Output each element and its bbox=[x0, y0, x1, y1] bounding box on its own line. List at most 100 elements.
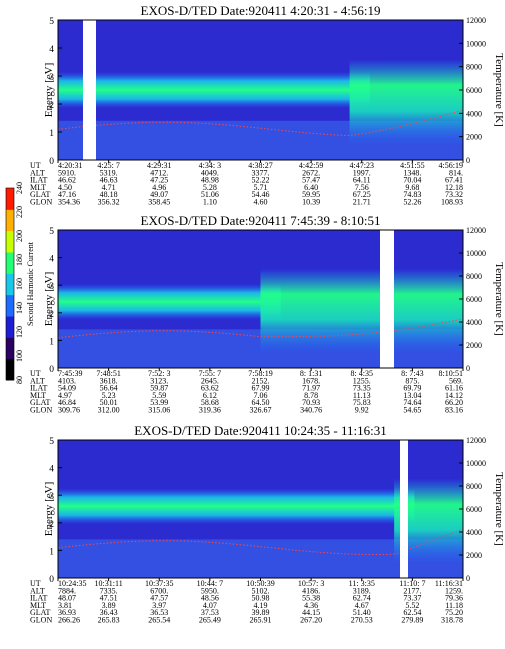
table-cell: 11:16:31 bbox=[435, 579, 463, 588]
table-cell: 36.43 bbox=[100, 608, 118, 617]
table-cell: 4.60 bbox=[254, 198, 268, 207]
main-energy-band bbox=[58, 488, 415, 525]
table-cell: 48.07 bbox=[58, 594, 76, 603]
colorbar-tick-label: 100 bbox=[15, 350, 24, 362]
table-cell: 8: 1:31 bbox=[300, 369, 322, 378]
table-cell: 267.20 bbox=[300, 616, 322, 625]
table-cell: 47.16 bbox=[58, 190, 76, 199]
y2-tick-label: 2000 bbox=[466, 133, 482, 142]
temperature-trace bbox=[57, 109, 464, 137]
table-cell: 265.91 bbox=[250, 616, 272, 625]
table-cell: 814. bbox=[449, 168, 463, 177]
y2-axis-label: Temperature [K] bbox=[493, 53, 505, 126]
table-cell: 7.56 bbox=[355, 183, 369, 192]
colorbar-frame bbox=[5, 187, 15, 381]
y-tick-label: 5 bbox=[49, 227, 54, 237]
table-cell: 4:25: 7 bbox=[97, 161, 119, 170]
y2-tick-label: 6000 bbox=[466, 295, 482, 304]
y-tick-label: 1 bbox=[49, 547, 54, 557]
table-row-label: MLT bbox=[30, 391, 46, 400]
table-cell: 9.92 bbox=[355, 406, 369, 415]
table-row-label: MLT bbox=[30, 183, 46, 192]
table-cell: 11: 3:35 bbox=[349, 579, 375, 588]
table-cell: 83.16 bbox=[445, 406, 463, 415]
table-cell: 9.68 bbox=[405, 183, 419, 192]
table-cell: 11.18 bbox=[445, 601, 463, 610]
colorbar-label: Second Harmonic Current bbox=[26, 241, 35, 326]
table-row-label: GLAT bbox=[30, 398, 51, 407]
table-cell: 4.96 bbox=[152, 183, 166, 192]
colorbar-segment bbox=[6, 230, 14, 253]
table-cell: 64.11 bbox=[353, 176, 371, 185]
table-cell: 4:47:23 bbox=[350, 161, 374, 170]
table-cell: 2645. bbox=[201, 376, 219, 385]
table-cell: 54.09 bbox=[58, 384, 76, 393]
table-cell: 8.78 bbox=[304, 391, 318, 400]
table-cell: 70.93 bbox=[302, 398, 320, 407]
table-cell: 4.71 bbox=[102, 183, 116, 192]
y-axis-label: Energy [eV] bbox=[43, 482, 55, 536]
table-row-label: ILAT bbox=[30, 176, 47, 185]
table-cell: 4.67 bbox=[355, 601, 369, 610]
table-cell: 70.04 bbox=[403, 176, 421, 185]
table-cell: 5.71 bbox=[254, 183, 268, 192]
main-energy-band bbox=[58, 283, 281, 320]
y2-tick-label: 12000 bbox=[466, 16, 486, 25]
table-cell: 54.46 bbox=[252, 190, 270, 199]
table-row-label: GLON bbox=[30, 198, 52, 207]
y-tick-label: 3 bbox=[49, 492, 54, 502]
table-cell: 3123. bbox=[150, 376, 168, 385]
table-cell: 46.84 bbox=[58, 398, 76, 407]
table-cell: 48.56 bbox=[201, 594, 219, 603]
table-cell: 265.54 bbox=[148, 616, 170, 625]
panel-2: EXOS-D/TED Date:920411 7:45:39 - 8:10:51… bbox=[30, 213, 505, 415]
table-cell: 7335. bbox=[100, 586, 118, 595]
table-cell: 8:10:51 bbox=[439, 369, 463, 378]
table-cell: 7:58:19 bbox=[248, 369, 272, 378]
table-cell: 44.15 bbox=[302, 608, 320, 617]
table-cell: 47.57 bbox=[150, 594, 168, 603]
y2-tick-label: 8000 bbox=[466, 63, 482, 72]
table-cell: 354.36 bbox=[58, 198, 80, 207]
y-tick-label: 5 bbox=[49, 437, 54, 447]
table-cell: 3.89 bbox=[102, 601, 116, 610]
y2-axis-label: Temperature [K] bbox=[493, 262, 505, 335]
main-energy-band bbox=[58, 71, 370, 109]
table-cell: 69.79 bbox=[403, 384, 421, 393]
table-cell: 73.37 bbox=[403, 594, 421, 603]
table-cell: 36.93 bbox=[58, 608, 76, 617]
y2-tick-label: 0 bbox=[466, 156, 470, 165]
temperature-trace bbox=[57, 528, 464, 555]
y2-tick-label: 4000 bbox=[466, 318, 482, 327]
table-cell: 47.51 bbox=[100, 594, 118, 603]
table-cell: 5102. bbox=[252, 586, 270, 595]
y-tick-label: 3 bbox=[49, 282, 54, 292]
colorbar-tick-label: 180 bbox=[15, 254, 24, 266]
table-cell: 10:24:35 bbox=[58, 579, 86, 588]
table-cell: 5.52 bbox=[405, 601, 419, 610]
data-gap bbox=[400, 440, 408, 578]
table-cell: 7:55: 7 bbox=[199, 369, 221, 378]
panel-title: EXOS-D/TED Date:920411 7:45:39 - 8:10:51 bbox=[141, 213, 381, 228]
table-cell: 1.10 bbox=[203, 198, 217, 207]
y2-axis-label: Temperature [K] bbox=[493, 472, 505, 545]
table-cell: 4:29:31 bbox=[147, 161, 171, 170]
table-cell: 67.99 bbox=[252, 384, 270, 393]
table-cell: 49.07 bbox=[150, 190, 168, 199]
table-cell: 51.40 bbox=[353, 608, 371, 617]
table-cell: 14.12 bbox=[445, 391, 463, 400]
table-cell: 61.16 bbox=[445, 384, 463, 393]
table-cell: 4.50 bbox=[58, 183, 72, 192]
y-tick-label: 0 bbox=[49, 575, 54, 585]
colorbar-segment bbox=[6, 294, 14, 317]
y-tick-label: 2 bbox=[49, 101, 54, 111]
y2-tick-label: 6000 bbox=[466, 505, 482, 514]
table-cell: 52.26 bbox=[403, 198, 421, 207]
colorbar-tick-label: 140 bbox=[15, 302, 24, 314]
table-row-label: ALT bbox=[30, 168, 45, 177]
table-cell: 266.26 bbox=[58, 616, 80, 625]
y2-tick-label: 2000 bbox=[466, 341, 482, 350]
table-cell: 4:42:59 bbox=[299, 161, 323, 170]
table-cell: 21.71 bbox=[353, 198, 371, 207]
